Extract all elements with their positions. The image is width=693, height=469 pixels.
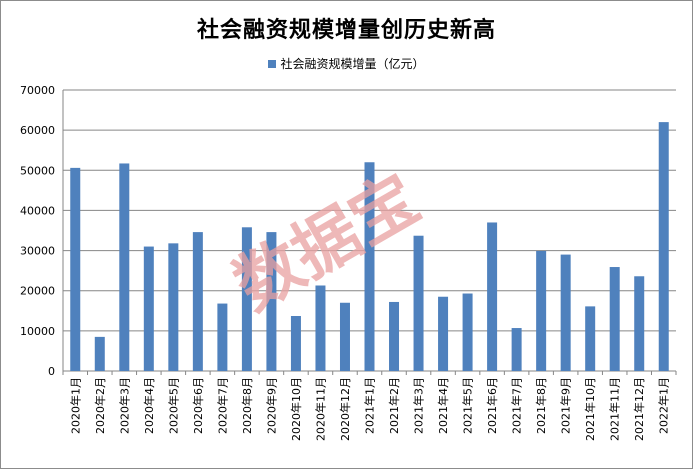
- legend-swatch: [268, 60, 277, 68]
- bar: [241, 227, 252, 371]
- x-tick-label: 2020年7月: [215, 377, 229, 434]
- y-tick-label: 30000: [20, 245, 55, 258]
- bar: [143, 246, 154, 371]
- x-tick-label: 2020年12月: [338, 377, 352, 441]
- watermark-text: 数据宝: [222, 160, 432, 326]
- legend: 社会融资规模增量（亿元）: [0, 55, 693, 72]
- x-tick-label: 2021年2月: [387, 377, 401, 434]
- bar: [192, 232, 203, 371]
- x-tick-label: 2021年10月: [583, 377, 597, 441]
- x-tick-label: 2021年9月: [559, 377, 573, 434]
- bar: [217, 303, 228, 371]
- x-tick-label: 2021年6月: [485, 377, 499, 434]
- x-tick-label: 2021年12月: [632, 377, 646, 441]
- x-tick-label: 2020年6月: [191, 377, 205, 434]
- bar: [168, 243, 179, 371]
- bar: [94, 336, 105, 371]
- x-tick-label: 2021年7月: [510, 377, 524, 434]
- bar: [339, 302, 350, 371]
- bar: [609, 267, 620, 371]
- x-tick-label: 2021年3月: [412, 377, 426, 434]
- bar: [536, 250, 547, 371]
- y-tick-label: 0: [48, 365, 55, 378]
- y-tick-label: 40000: [20, 204, 55, 217]
- bar: [364, 162, 375, 371]
- bar: [585, 306, 596, 371]
- x-tick-label: 2020年4月: [142, 377, 156, 434]
- bar: [119, 163, 130, 371]
- bar: [266, 232, 277, 371]
- x-tick-label: 2022年1月: [657, 377, 671, 434]
- y-tick-label: 20000: [20, 285, 55, 298]
- x-tick-label: 2020年11月: [313, 377, 327, 441]
- bar: [658, 122, 669, 371]
- bar: [290, 316, 301, 371]
- bar: [413, 235, 424, 371]
- y-tick-label: 50000: [20, 164, 55, 177]
- x-tick-label: 2020年3月: [117, 377, 131, 434]
- legend-label: 社会融资规模增量（亿元）: [280, 57, 425, 71]
- y-tick-label: 10000: [20, 325, 55, 338]
- x-tick-label: 2021年11月: [608, 377, 622, 441]
- y-tick-label: 70000: [20, 84, 55, 97]
- chart-title: 社会融资规模增量创历史新高: [196, 18, 496, 43]
- x-tick-label: 2021年8月: [534, 377, 548, 434]
- bar: [634, 276, 645, 371]
- x-tick-label: 2021年1月: [363, 377, 377, 434]
- x-tick-label: 2021年5月: [461, 377, 475, 434]
- bar: [511, 328, 522, 371]
- x-tick-label: 2020年10月: [289, 377, 303, 441]
- bar: [315, 285, 326, 371]
- x-tick-label: 2020年5月: [166, 377, 180, 434]
- bar: [560, 254, 571, 371]
- bar: [70, 167, 81, 371]
- bar: [389, 301, 400, 371]
- bar: [462, 293, 473, 371]
- x-tick-label: 2020年1月: [68, 377, 82, 434]
- x-tick-label: 2020年2月: [93, 377, 107, 434]
- bar: [438, 296, 449, 371]
- bar: [487, 222, 498, 371]
- x-tick-label: 2021年4月: [436, 377, 450, 434]
- x-tick-label: 2020年8月: [240, 377, 254, 434]
- x-tick-label: 2020年9月: [264, 377, 278, 434]
- y-tick-label: 60000: [20, 124, 55, 137]
